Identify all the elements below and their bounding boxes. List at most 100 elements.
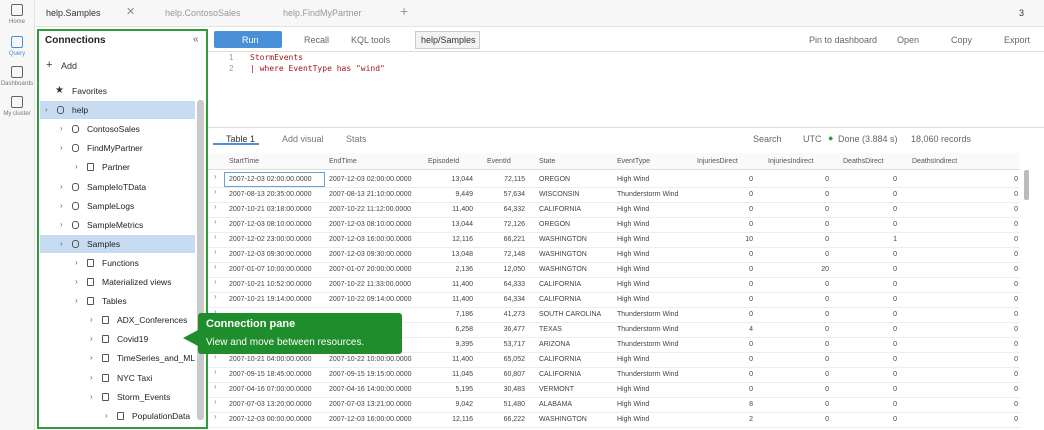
cell: 0 — [893, 221, 897, 228]
open[interactable]: Open — [897, 35, 920, 45]
tree-item[interactable]: SampleLogs — [87, 200, 135, 211]
cell: TEXAS — [539, 326, 562, 333]
column-header[interactable]: DeathsDirect — [843, 158, 884, 165]
cell: 2007-01-07 20:00:00.0000 — [329, 266, 412, 273]
cell: 13,048 — [451, 251, 473, 258]
nav-label[interactable]: My cluster — [3, 111, 31, 117]
column-header[interactable]: EventId — [487, 158, 511, 165]
tab-count[interactable]: 3 — [1019, 8, 1025, 18]
pin[interactable]: Pin to dashboard — [809, 35, 878, 45]
tree-item[interactable]: SampleMetrics — [87, 219, 144, 230]
tree-item[interactable]: ContosoSales — [87, 124, 140, 135]
row-line — [208, 322, 1020, 323]
column-header[interactable]: State — [539, 158, 556, 165]
tree-item[interactable]: Storm_Events — [117, 391, 171, 402]
tree-item[interactable]: SampleIoTData — [87, 181, 147, 192]
tree-item[interactable]: PopulationData — [132, 410, 191, 421]
tab[interactable]: help.ContosoSales — [165, 8, 241, 18]
cell: OREGON — [539, 221, 571, 228]
row-expand[interactable]: › — [214, 367, 217, 376]
cell: Thunderstorm Wind — [617, 326, 679, 333]
scope-box — [415, 31, 480, 49]
row-line — [208, 262, 1020, 263]
row-line — [208, 217, 1020, 218]
cell: 0 — [749, 296, 753, 303]
column-header[interactable]: EventType — [617, 158, 651, 165]
scope: help/Samples — [421, 35, 476, 45]
tree-item[interactable]: Samples — [87, 238, 121, 249]
tab[interactable]: help.Samples — [46, 8, 101, 18]
nav-label[interactable]: Home — [8, 19, 26, 25]
cell: 12,050 — [503, 266, 525, 273]
node-icon — [102, 392, 109, 401]
tab[interactable]: help.FindMyPartner — [283, 8, 362, 18]
row-expand[interactable]: › — [214, 262, 217, 271]
row-expand[interactable]: › — [214, 217, 217, 226]
row-expand[interactable]: › — [214, 232, 217, 241]
tree-item[interactable]: Covid19 — [117, 334, 149, 345]
tree-item[interactable]: help — [72, 105, 89, 116]
stats[interactable]: Stats — [346, 134, 367, 144]
tree-item[interactable]: FindMyPartner — [87, 143, 143, 154]
row-expand[interactable]: › — [214, 247, 217, 256]
node-icon — [87, 297, 94, 306]
results-tab[interactable]: Table 1 — [226, 134, 256, 144]
cell: 5,195 — [455, 386, 473, 393]
row-expand[interactable]: › — [214, 382, 217, 391]
cell: 0 — [749, 281, 753, 288]
table-header — [208, 153, 1020, 170]
row-expand[interactable]: › — [214, 202, 217, 211]
row-line — [208, 247, 1020, 248]
column-header[interactable]: InjuriesDirect — [697, 158, 738, 165]
row-expand[interactable]: › — [214, 352, 217, 361]
column-header[interactable]: EpisodeId — [428, 158, 460, 165]
cell: 0 — [1014, 281, 1018, 288]
add-visual[interactable]: Add visual — [282, 134, 324, 144]
row-expand[interactable]: › — [214, 277, 217, 286]
utc[interactable]: UTC — [803, 134, 822, 144]
run[interactable]: Run — [242, 35, 259, 45]
tree-item[interactable]: Functions — [102, 257, 139, 268]
tree-item[interactable]: NYC Taxi — [117, 372, 153, 383]
nav-label[interactable]: Query — [8, 51, 26, 57]
tree-item[interactable]: ADX_Conferences — [117, 315, 188, 326]
add[interactable]: Add — [61, 61, 78, 71]
cell: 2007-08-13 21:10:00.0000 — [329, 191, 412, 198]
selection — [40, 234, 195, 253]
column-header[interactable]: DeathsIndirect — [912, 158, 958, 165]
row-line — [208, 352, 1020, 353]
row-expand[interactable]: › — [214, 397, 217, 406]
export[interactable]: Export — [1004, 35, 1031, 45]
column-header[interactable]: StartTime — [229, 158, 260, 165]
tree-item[interactable]: Favorites — [72, 86, 107, 96]
search[interactable]: Search — [753, 134, 782, 144]
node-icon — [117, 411, 124, 420]
row-expand[interactable]: › — [214, 307, 217, 316]
kql-tools[interactable]: KQL tools — [351, 35, 391, 45]
divider — [208, 127, 1044, 128]
recall[interactable]: Recall — [304, 35, 330, 45]
row-expand[interactable]: › — [214, 187, 217, 196]
chevron: › — [90, 391, 93, 401]
tree-item[interactable]: TimeSeries_and_ML — [117, 353, 196, 364]
cell: High Wind — [617, 176, 650, 183]
new-tab[interactable]: + — [400, 3, 409, 19]
collapse[interactable]: « — [193, 34, 199, 45]
tree-item[interactable]: Partner — [102, 162, 130, 173]
cell: 0 — [1014, 176, 1018, 183]
tree-item[interactable]: Tables — [102, 296, 127, 307]
row-line — [208, 202, 1020, 203]
tree-item[interactable]: Materialized views — [102, 277, 172, 287]
row-expand[interactable]: › — [214, 292, 217, 301]
cell: 64,332 — [503, 206, 525, 213]
run-button[interactable] — [214, 31, 282, 48]
column-header[interactable]: InjuriesIndirect — [768, 158, 814, 165]
cell: High Wind — [617, 251, 650, 258]
copy[interactable]: Copy — [951, 35, 973, 45]
column-header[interactable]: EndTime — [329, 158, 357, 165]
row-expand[interactable]: › — [214, 172, 217, 181]
cell: 0 — [749, 176, 753, 183]
nav-label[interactable]: Dashboards — [0, 81, 34, 87]
row-expand[interactable]: › — [214, 412, 217, 421]
cell: 2007-08-13 20:35:00.0000 — [229, 191, 312, 198]
